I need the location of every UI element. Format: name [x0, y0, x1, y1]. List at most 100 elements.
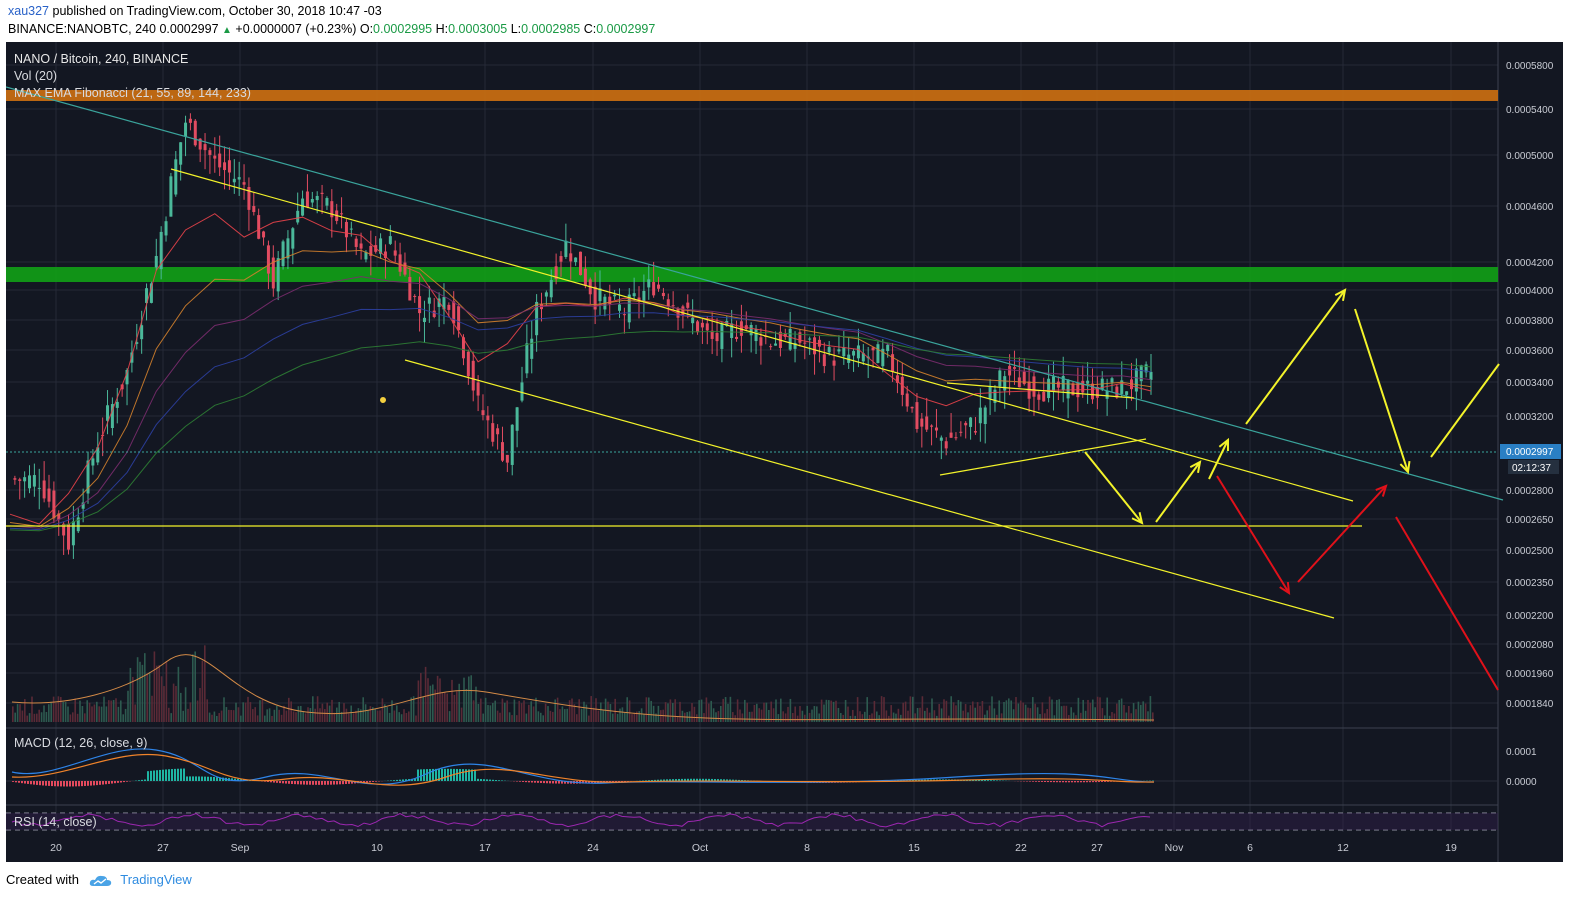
- rsi-line: [11, 812, 1151, 828]
- volume-bar: [746, 702, 748, 722]
- macd-histogram-bar: [726, 779, 728, 781]
- macd-histogram-bar: [147, 771, 149, 781]
- volume-bar: [117, 706, 120, 722]
- volume-bar: [350, 705, 352, 722]
- arrow-head: [1189, 460, 1202, 473]
- volume-bar: [14, 712, 16, 722]
- volume-bar: [336, 707, 338, 722]
- volume-bar: [724, 697, 727, 722]
- candle-body: [461, 337, 465, 359]
- volume-bar: [127, 690, 129, 722]
- volume-bar: [465, 688, 468, 722]
- macd-histogram-bar: [492, 779, 494, 781]
- macd-histogram-bar: [339, 781, 341, 785]
- volume-bar: [50, 701, 52, 722]
- volume-bar: [1113, 713, 1116, 722]
- macd-histogram-bar: [981, 779, 983, 781]
- volume-bar: [784, 713, 787, 722]
- volume-bar: [434, 689, 436, 722]
- volume-bar: [964, 703, 967, 722]
- macd-histogram-bar: [534, 781, 536, 783]
- volume-bar: [1137, 701, 1140, 722]
- candle-body: [179, 142, 183, 165]
- macd-histogram-bar: [99, 781, 101, 785]
- volume-bar: [933, 710, 936, 722]
- volume-bar: [530, 701, 532, 722]
- volume-bar: [160, 676, 163, 722]
- macd-histogram-bar: [159, 769, 161, 781]
- candle-body: [115, 401, 119, 408]
- volume-bar: [91, 706, 93, 722]
- candle-body: [393, 250, 397, 256]
- volume-bar: [57, 696, 60, 722]
- volume-bar: [787, 706, 789, 722]
- candle-body: [569, 253, 573, 262]
- candle-body: [803, 342, 807, 344]
- candle-body: [213, 155, 217, 159]
- macd-histogram-bar: [702, 778, 704, 781]
- author-link[interactable]: xau327: [8, 4, 50, 18]
- candle-body: [964, 422, 968, 426]
- candle-body: [291, 228, 295, 249]
- price-tick-label: 0.0002080: [1506, 640, 1554, 651]
- chart-area[interactable]: 0.0005800 0.0005400 0.0005000 0.0004600 0.00…: [6, 42, 1563, 862]
- candle-body: [969, 417, 973, 427]
- candle-body: [257, 215, 261, 239]
- volume-bar: [883, 697, 885, 722]
- volume-bar: [1142, 701, 1144, 722]
- candle-body: [871, 347, 875, 351]
- volume-bar: [494, 700, 496, 722]
- volume-bar: [1017, 703, 1020, 722]
- volume-bar: [28, 713, 31, 722]
- macd-histogram-bar: [690, 778, 692, 781]
- volume-bar: [1022, 702, 1024, 722]
- volume-bar: [1104, 715, 1106, 722]
- volume-bar: [712, 708, 715, 722]
- volume-bar: [112, 700, 115, 722]
- macd-histogram-bar: [666, 779, 668, 781]
- chart-canvas[interactable]: 0.0005800 0.0005400 0.0005000 0.0004600 0.00…: [6, 42, 1563, 862]
- volume-bar: [100, 706, 103, 722]
- volume-bar: [120, 700, 122, 722]
- volume-bar: [655, 713, 657, 722]
- volume-bar: [816, 706, 818, 722]
- volume-bar: [619, 708, 621, 722]
- volume-bar: [93, 704, 96, 722]
- candle-body: [549, 279, 553, 298]
- volume-bar: [909, 696, 912, 722]
- volume-bar: [892, 712, 895, 722]
- volume-bar: [835, 700, 837, 722]
- volume-bar: [376, 710, 379, 722]
- volume-bar: [158, 665, 160, 722]
- macd-histogram-bar: [474, 769, 476, 781]
- candle-body: [437, 298, 441, 307]
- candle-body: [227, 160, 231, 173]
- candle-body: [37, 487, 41, 489]
- candle-body: [325, 198, 329, 206]
- candle-body: [1008, 365, 1012, 376]
- tradingview-link[interactable]: TradingView: [120, 872, 192, 887]
- candle-body: [422, 317, 426, 323]
- volume-bar: [386, 707, 388, 722]
- candle-body: [91, 458, 95, 466]
- volume-bar: [518, 700, 520, 722]
- volume-bar: [1084, 710, 1087, 722]
- macd-histogram-bar: [735, 779, 737, 781]
- macd-histogram-bar: [210, 776, 212, 781]
- price-tick-label: 0.0003200: [1506, 412, 1554, 423]
- candle-body: [881, 348, 885, 367]
- candle-body: [949, 432, 953, 438]
- macd-histogram-bar: [273, 781, 275, 783]
- volume-bar: [957, 700, 960, 722]
- volume-bar: [849, 715, 852, 722]
- macd-histogram-bar: [156, 770, 158, 781]
- candle-body: [1134, 368, 1138, 392]
- volume-bar: [1024, 704, 1027, 722]
- volume-bar: [136, 657, 139, 722]
- macd-histogram-bar: [1041, 781, 1043, 782]
- price-tick-label: 0.0002350: [1506, 578, 1554, 589]
- volume-bar: [360, 709, 362, 722]
- macd-histogram-bar: [657, 779, 659, 781]
- volume-bar: [657, 705, 660, 722]
- volume-bar: [952, 702, 955, 722]
